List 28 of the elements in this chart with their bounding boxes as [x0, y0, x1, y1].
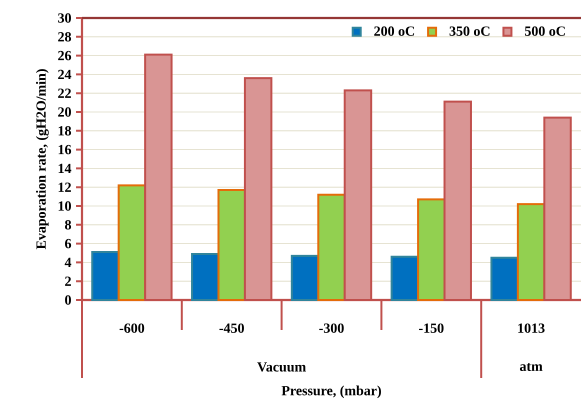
legend-label: 200 oC	[374, 26, 414, 36]
y-tick-label: 14	[58, 164, 72, 174]
x-tick-label: -300	[319, 323, 344, 333]
x-tick-label: 1013	[518, 323, 545, 333]
y-tick-label: 2	[65, 276, 71, 286]
legend-label: 500 oC	[524, 26, 565, 36]
y-tick-label: 28	[58, 32, 72, 42]
y-tick-label: 18	[58, 126, 72, 136]
y-axis-title: Evaporation rate, (gH2O/min)	[36, 69, 49, 250]
y-tick-label: 10	[58, 201, 71, 211]
y-tick-label: 22	[58, 88, 71, 98]
y-tick-label: 6	[65, 238, 72, 248]
y-tick-label: 4	[64, 258, 72, 267]
text: atm	[520, 363, 542, 371]
x-tick-label: -600	[120, 323, 144, 333]
y-tick-label: 20	[58, 107, 71, 117]
y-tick-label: 24	[58, 70, 72, 80]
y-tick-label: 16	[58, 144, 72, 154]
legend-label: 350 oC	[450, 26, 490, 36]
y-tick-label: 26	[58, 50, 72, 60]
text: Vacuum	[257, 362, 306, 372]
y-tick-label: 30	[58, 13, 71, 23]
y-tick-label: 0	[65, 295, 71, 305]
y-tick-label: 8	[65, 220, 72, 230]
x-axis-title: Pressure, (mbar)	[282, 386, 381, 398]
x-tick-label: -450	[219, 323, 244, 333]
x-tick-label: -150	[419, 323, 444, 333]
y-tick-label: 12	[58, 182, 71, 192]
